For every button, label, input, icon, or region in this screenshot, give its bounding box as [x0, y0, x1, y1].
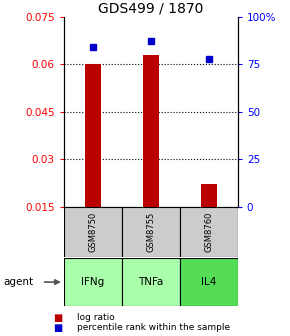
Text: ■: ■ [53, 312, 63, 323]
Text: GSM8760: GSM8760 [204, 212, 213, 252]
Text: IFNg: IFNg [81, 277, 104, 287]
Bar [64, 207, 122, 257]
Bar [85, 64, 101, 207]
Text: GSM8750: GSM8750 [88, 212, 97, 252]
Text: IL4: IL4 [201, 277, 217, 287]
Text: ■: ■ [53, 323, 63, 333]
Text: percentile rank within the sample: percentile rank within the sample [77, 323, 230, 332]
Bar [180, 258, 238, 306]
Text: agent: agent [3, 277, 33, 287]
Text: TNFa: TNFa [138, 277, 164, 287]
Text: GSM8755: GSM8755 [146, 212, 155, 252]
Bar [64, 258, 122, 306]
Bar [180, 207, 238, 257]
Text: log ratio: log ratio [77, 313, 115, 322]
Bar [122, 258, 180, 306]
Bar [122, 207, 180, 257]
Title: GDS499 / 1870: GDS499 / 1870 [98, 2, 204, 16]
Bar [201, 184, 217, 207]
Bar [143, 55, 159, 207]
